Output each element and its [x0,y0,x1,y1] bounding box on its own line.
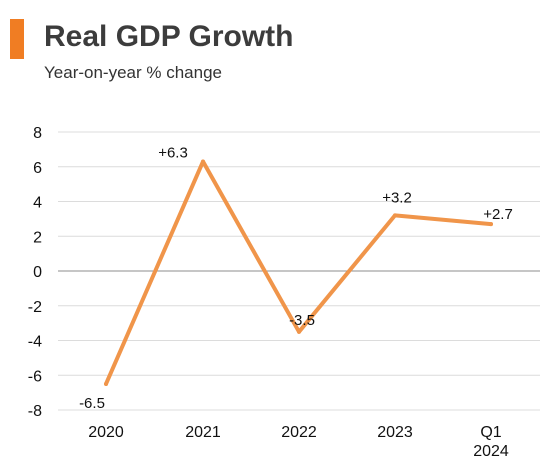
y-tick-label: -8 [28,403,42,420]
chart-title: Real GDP Growth [44,20,294,53]
x-tick-label: 2023 [377,424,413,441]
data-label: +3.2 [382,189,412,206]
y-tick-label: 6 [33,160,42,177]
chart-subtitle: Year-on-year % change [44,63,222,82]
y-tick-label: 4 [33,195,42,212]
x-tick-label: Q1 [480,424,501,441]
y-tick-label: -6 [28,368,42,385]
data-label: -3.5 [289,312,315,329]
y-tick-label: 0 [33,264,42,281]
data-point [489,222,493,227]
x-tick-label: 2021 [185,424,221,441]
data-label: -6.5 [79,395,105,412]
x-tick-label: 2020 [88,424,124,441]
data-point [201,159,205,164]
data-point [104,381,108,386]
series-line [104,159,493,386]
y-tick-label: -4 [28,334,42,351]
x-tick-label: 2022 [281,424,317,441]
y-tick-label: 8 [33,125,42,142]
y-tick-label: 2 [33,229,42,246]
data-point [297,329,301,334]
data-label: +6.3 [158,145,188,162]
y-tick-label: -2 [28,299,42,316]
x-tick-label: 2024 [473,443,509,460]
title-accent-bar [10,19,24,59]
data-point [393,213,397,218]
data-label: +2.7 [483,206,513,223]
